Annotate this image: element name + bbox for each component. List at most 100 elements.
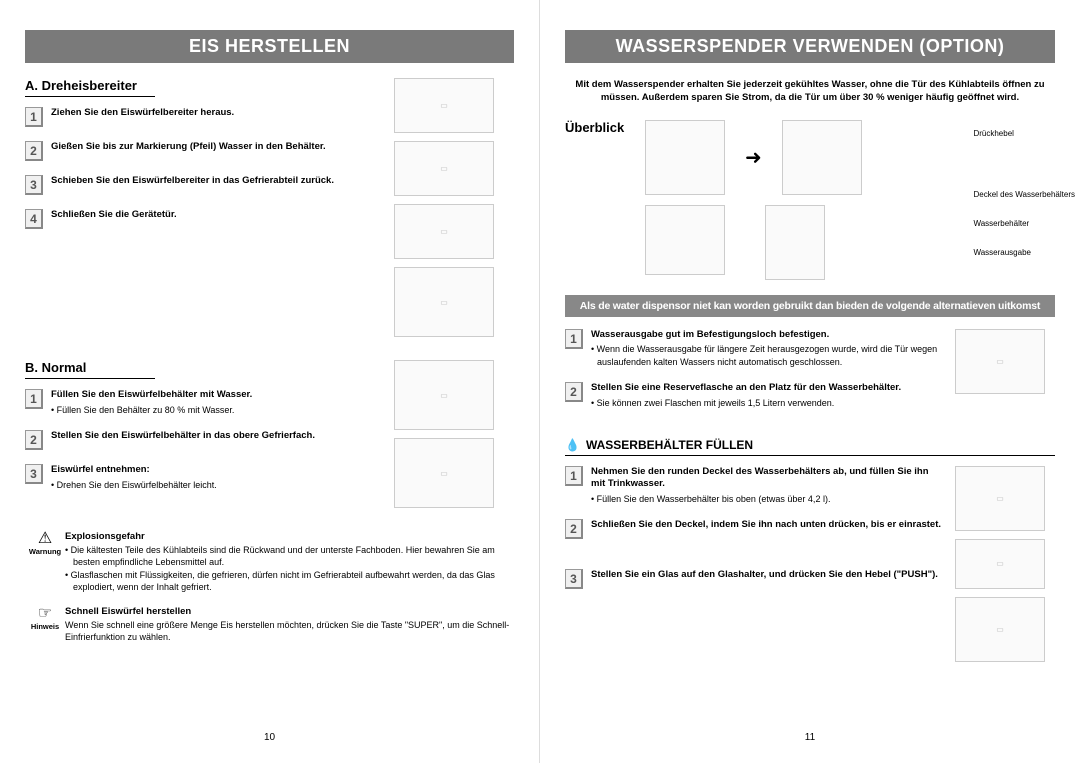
step-b3: 3 Eiswürfel entnehmen: • Drehen Sie den … — [25, 464, 384, 491]
step-number: 2 — [25, 141, 43, 161]
step-bullet: • Drehen Sie den Eiswürfelbehälter leich… — [51, 479, 384, 491]
fill-step-1: 1 Nehmen Sie den runden Deckel des Wasse… — [565, 466, 945, 506]
section-b: B. Normal 1 Füllen Sie den Eiswürfelbehä… — [25, 360, 514, 516]
hint-label: Hinweis — [25, 622, 65, 632]
outlet-fix-illustration: ▭ — [955, 329, 1045, 394]
alt-steps: 1 Wasserausgabe gut im Befestigungsloch … — [565, 329, 955, 423]
heading-b: B. Normal — [25, 360, 155, 379]
water-drop-icon: 💧 — [565, 438, 580, 452]
hint-icon: ☞ Hinweis — [25, 606, 65, 643]
step-title: Füllen Sie den Eiswürfelbehälter mit Was… — [51, 389, 384, 402]
tank-close-illustration: ▭ — [955, 539, 1045, 589]
warning-label: Warnung — [25, 547, 65, 557]
glass-push-illustration: ▭ — [955, 597, 1045, 662]
hint-title: Schnell Eiswürfel herstellen — [65, 606, 514, 619]
overview-label: Überblick — [565, 120, 645, 280]
alt-illustrations: ▭ — [955, 329, 1055, 423]
step-number: 2 — [25, 430, 43, 450]
step-title: Wasserausgabe gut im Befestigungsloch be… — [591, 329, 945, 342]
section-a-illustrations: ▭ ▭ ▭ ▭ — [394, 78, 514, 345]
step-number: 1 — [25, 389, 43, 409]
overview-diagrams: ➜ Drückhebel Deckel des Wasserbehälters … — [645, 120, 1055, 280]
dispenser-closeup-illustration — [782, 120, 862, 195]
step-number: 2 — [565, 519, 583, 539]
tank-inside-illustration — [645, 205, 725, 275]
step-number: 2 — [565, 382, 583, 402]
fill-step-2: 2 Schließen Sie den Deckel, indem Sie ih… — [565, 519, 945, 539]
step-a4: 4 Schließen Sie die Gerätetür. — [25, 209, 384, 229]
warning-block: ⚠ Warnung Explosionsgefahr • Die kältest… — [25, 531, 514, 594]
tray-twist-illustration: ▭ — [394, 438, 494, 508]
step-a1: 1 Ziehen Sie den Eiswürfelbereiter herau… — [25, 107, 384, 127]
step-title: Schließen Sie die Gerätetür. — [51, 209, 384, 222]
step-bullet: • Füllen Sie den Wasserbehälter bis oben… — [591, 493, 945, 505]
hand-point-icon: ☞ — [25, 606, 65, 622]
hint-block: ☞ Hinweis Schnell Eiswürfel herstellen W… — [25, 606, 514, 643]
step-title: Schieben Sie den Eiswürfelbereiter in da… — [51, 175, 384, 188]
warning-line: • Die kältesten Teile des Kühlabteils si… — [65, 544, 514, 568]
tray-fill-illustration: ▭ — [394, 360, 494, 430]
section-a: A. Dreheisbereiter 1 Ziehen Sie den Eisw… — [25, 78, 514, 345]
fill-heading-text: WASSERBEHÄLTER FÜLLEN — [586, 438, 753, 452]
arrow-icon: ➜ — [745, 145, 762, 170]
banner-right: WASSERSPENDER VERWENDEN (OPTION) — [565, 30, 1055, 63]
step-title: Stellen Sie ein Glas auf den Glashalter,… — [591, 569, 945, 582]
tank-parts-illustration — [765, 205, 825, 280]
section-a-steps: A. Dreheisbereiter 1 Ziehen Sie den Eisw… — [25, 78, 394, 345]
door-close-illustration: ▭ — [394, 267, 494, 337]
ice-tray-push-illustration: ▭ — [394, 204, 494, 259]
step-title: Stellen Sie eine Reserveflasche an den P… — [591, 382, 945, 395]
step-b1: 1 Füllen Sie den Eiswürfelbehälter mit W… — [25, 389, 384, 416]
step-number: 4 — [25, 209, 43, 229]
step-number: 1 — [565, 466, 583, 486]
callout-list: Drückhebel Deckel des Wasserbehälters Wa… — [973, 128, 1075, 277]
alt-banner: Als de water dispensor niet kan worden g… — [565, 295, 1055, 317]
ice-tray-pull-illustration: ▭ — [394, 78, 494, 133]
alt-step-1: 1 Wasserausgabe gut im Befestigungsloch … — [565, 329, 945, 368]
step-title: Ziehen Sie den Eiswürfelbereiter heraus. — [51, 107, 384, 120]
step-title: Eiswürfel entnehmen: — [51, 464, 384, 477]
step-number: 1 — [565, 329, 583, 349]
overview-block: Überblick ➜ Drückhebel Deckel des Wass — [565, 120, 1055, 280]
page-spread: EIS HERSTELLEN A. Dreheisbereiter 1 Zieh… — [0, 0, 1080, 763]
step-title: Gießen Sie bis zur Markierung (Pfeil) Wa… — [51, 141, 384, 154]
alt-step-2: 2 Stellen Sie eine Reserveflasche an den… — [565, 382, 945, 409]
step-number: 1 — [25, 107, 43, 127]
fill-heading: 💧 WASSERBEHÄLTER FÜLLEN — [565, 438, 1055, 456]
section-b-illustrations: ▭ ▭ — [394, 360, 514, 516]
hint-text: Wenn Sie schnell eine größere Menge Eis … — [65, 619, 514, 643]
page-number-left: 10 — [264, 732, 275, 743]
tank-fill-illustration: ▭ — [955, 466, 1045, 531]
ice-tray-fill-illustration: ▭ — [394, 141, 494, 196]
fill-step-3: 3 Stellen Sie ein Glas auf den Glashalte… — [565, 569, 945, 589]
step-number: 3 — [25, 175, 43, 195]
fill-illustrations: ▭ ▭ ▭ — [955, 466, 1055, 670]
callout-lever: Drückhebel — [973, 128, 1075, 139]
banner-left: EIS HERSTELLEN — [25, 30, 514, 63]
heading-a: A. Dreheisbereiter — [25, 78, 155, 97]
warning-line: • Glasflaschen mit Flüssigkeiten, die ge… — [65, 569, 514, 593]
warning-title: Explosionsgefahr — [65, 531, 514, 544]
step-title: Schließen Sie den Deckel, indem Sie ihn … — [591, 519, 945, 532]
triangle-exclaim-icon: ⚠ — [25, 531, 65, 547]
callout-outlet: Wasserausgabe — [973, 247, 1075, 258]
step-bullet: • Wenn die Wasserausgabe für längere Zei… — [591, 343, 945, 367]
section-b-steps: B. Normal 1 Füllen Sie den Eiswürfelbehä… — [25, 360, 394, 516]
step-a2: 2 Gießen Sie bis zur Markierung (Pfeil) … — [25, 141, 384, 161]
callout-tank: Wasserbehälter — [973, 218, 1075, 229]
page-left: EIS HERSTELLEN A. Dreheisbereiter 1 Zieh… — [0, 0, 540, 763]
step-b2: 2 Stellen Sie den Eiswürfelbehälter in d… — [25, 430, 384, 450]
fridge-front-illustration — [645, 120, 725, 195]
hint-body: Schnell Eiswürfel herstellen Wenn Sie sc… — [65, 606, 514, 643]
alt-section: 1 Wasserausgabe gut im Befestigungsloch … — [565, 329, 1055, 423]
warning-body: Explosionsgefahr • Die kältesten Teile d… — [65, 531, 514, 594]
fill-section: 1 Nehmen Sie den runden Deckel des Wasse… — [565, 466, 1055, 670]
warning-icon: ⚠ Warnung — [25, 531, 65, 594]
step-title: Stellen Sie den Eiswürfelbehälter in das… — [51, 430, 384, 443]
step-bullet: • Sie können zwei Flaschen mit jeweils 1… — [591, 397, 945, 409]
step-number: 3 — [565, 569, 583, 589]
step-number: 3 — [25, 464, 43, 484]
step-title: Nehmen Sie den runden Deckel des Wasserb… — [591, 466, 945, 492]
step-a3: 3 Schieben Sie den Eiswürfelbereiter in … — [25, 175, 384, 195]
step-bullet: • Füllen Sie den Behälter zu 80 % mit Wa… — [51, 404, 384, 416]
